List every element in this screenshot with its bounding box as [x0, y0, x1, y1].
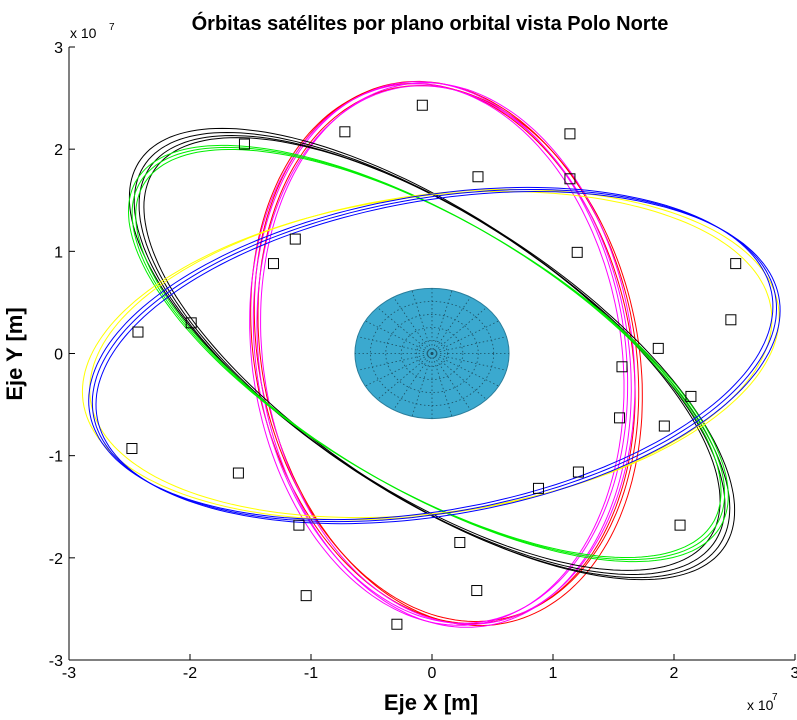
satellite-marker	[185, 317, 197, 329]
earth-meridian-line	[431, 353, 507, 371]
x-axis-ticks: -3 -2 -1 0 1 2 3	[62, 654, 797, 682]
earth-meridian-line	[357, 336, 433, 354]
satellite-marker	[658, 420, 670, 432]
y-tick-label: 2	[54, 142, 63, 159]
satellite-marker	[564, 173, 576, 185]
orbit-line-4	[131, 146, 726, 561]
satellite-marker	[132, 326, 144, 338]
x-tick-label: 2	[670, 665, 679, 682]
satellite-marker	[725, 314, 737, 326]
satellite-marker	[532, 482, 544, 494]
orbit-line-6	[91, 189, 778, 523]
x-tick-label: 1	[549, 665, 558, 682]
satellite-marker	[300, 590, 312, 602]
orbit-line-6	[95, 190, 781, 525]
satellite-marker	[614, 412, 626, 424]
satellite-marker	[339, 126, 351, 138]
orbit-line-4	[135, 149, 729, 563]
satellite-marker	[572, 466, 584, 478]
earth-latitude-line	[400, 327, 464, 380]
orbit-line-1	[253, 80, 640, 623]
earth-meridian-line	[431, 296, 471, 354]
x-scale-exponent: 7	[772, 692, 778, 703]
orbit-line-6	[88, 186, 774, 521]
y-tick-label: 0	[54, 347, 63, 364]
y-axis-label: Eje Y [m]	[2, 307, 27, 400]
orbit-line-2	[260, 82, 636, 625]
orbit-line-4	[127, 144, 722, 558]
satellite-marker	[126, 443, 138, 455]
satellite-marker	[232, 467, 244, 479]
satellite-marker	[564, 128, 576, 140]
earth-meridian-line	[357, 353, 433, 371]
x-tick-label: 0	[428, 665, 437, 682]
y-tick-label: -3	[49, 653, 63, 670]
earth-meridian-line	[411, 290, 433, 354]
earth-meridian-line	[431, 353, 471, 411]
y-tick-label: 1	[54, 244, 63, 261]
y-scale-exponent: 7	[109, 22, 115, 33]
satellite-marker	[289, 233, 301, 245]
earth-latitude-line	[416, 340, 448, 367]
x-tick-label: 3	[791, 665, 797, 682]
satellite-marker	[267, 258, 279, 270]
earth-latitude-line	[385, 314, 479, 393]
x-axis-label: Eje X [m]	[384, 690, 478, 715]
earth-meridian-line	[365, 353, 433, 387]
earth-meridian-line	[411, 353, 433, 417]
y-tick-label: -2	[49, 551, 63, 568]
satellite-marker	[238, 138, 250, 150]
y-scale-base: x 10	[70, 25, 97, 41]
x-tick-label: -1	[304, 665, 318, 682]
satellite-marker	[471, 585, 483, 597]
y-scale-factor: x 10 7	[70, 22, 115, 41]
earth-meridian-line	[393, 353, 433, 411]
x-tick-label: -2	[183, 665, 197, 682]
y-tick-label: 3	[54, 40, 63, 57]
orbit-line-5	[81, 190, 773, 521]
y-tick-label: -1	[49, 449, 63, 466]
satellite-markers	[126, 99, 742, 630]
satellite-marker	[730, 258, 742, 270]
satellite-marker	[391, 618, 403, 630]
satellite-marker	[454, 537, 466, 549]
earth-meridian-line	[431, 290, 453, 354]
satellite-marker	[652, 342, 664, 354]
x-tick-label: -3	[62, 665, 76, 682]
orbit-line-3	[128, 127, 721, 571]
earth-meridian-line	[431, 353, 453, 417]
x-scale-factor: x 10 7	[747, 692, 778, 713]
y-axis-ticks: -3 -2 -1 0 1 2 3	[49, 40, 75, 670]
orbit-lines	[81, 80, 781, 628]
earth-meridian-line	[431, 353, 499, 387]
x-scale-base: x 10	[747, 697, 774, 713]
earth-meridian-line	[365, 320, 433, 354]
satellite-marker	[616, 361, 628, 373]
satellite-marker	[472, 171, 484, 183]
satellite-marker	[416, 99, 428, 111]
earth-meridian-line	[431, 336, 507, 354]
chart-title: Órbitas satélites por plano orbital vist…	[192, 11, 669, 35]
satellite-marker	[674, 519, 686, 531]
earth-meridian-line	[431, 320, 499, 354]
satellite-marker	[293, 519, 305, 531]
earth-sphere	[354, 287, 510, 420]
satellite-marker	[571, 246, 583, 258]
satellite-marker	[685, 390, 697, 402]
earth-meridian-line	[393, 296, 433, 354]
